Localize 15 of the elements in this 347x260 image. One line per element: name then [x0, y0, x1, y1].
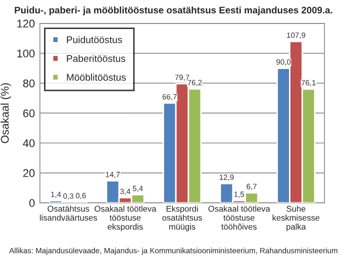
- legend-label: Puidutööstus: [66, 36, 122, 44]
- legend-label: Paberitööstus: [66, 54, 126, 62]
- chart-title: Puidu-, paberi- ja mööblitööstuse osatähtsus Eesti majanduses 2009.a.: [14, 6, 332, 16]
- legend-label: Mööblitööstus: [66, 74, 126, 81]
- x-tick-label: Ekspordi osatähtsus müügis: [162, 206, 202, 232]
- y-tick-label: 100: [17, 50, 35, 58]
- y-axis-title: Osakaal (%): [0, 83, 11, 144]
- x-tick-label: Osakaal töötleva tööstuse tööhõives: [208, 206, 270, 230]
- y-tick-label: 80: [23, 79, 35, 88]
- y-tick-label: 20: [23, 169, 35, 178]
- y-tick-label: 40: [22, 139, 35, 148]
- y-tick-label: 120: [17, 20, 35, 28]
- y-tick-label: 60: [23, 109, 35, 118]
- x-tick-label: Suhe keskmisesse palka: [272, 206, 320, 232]
- y-tick-label: 0: [29, 199, 35, 207]
